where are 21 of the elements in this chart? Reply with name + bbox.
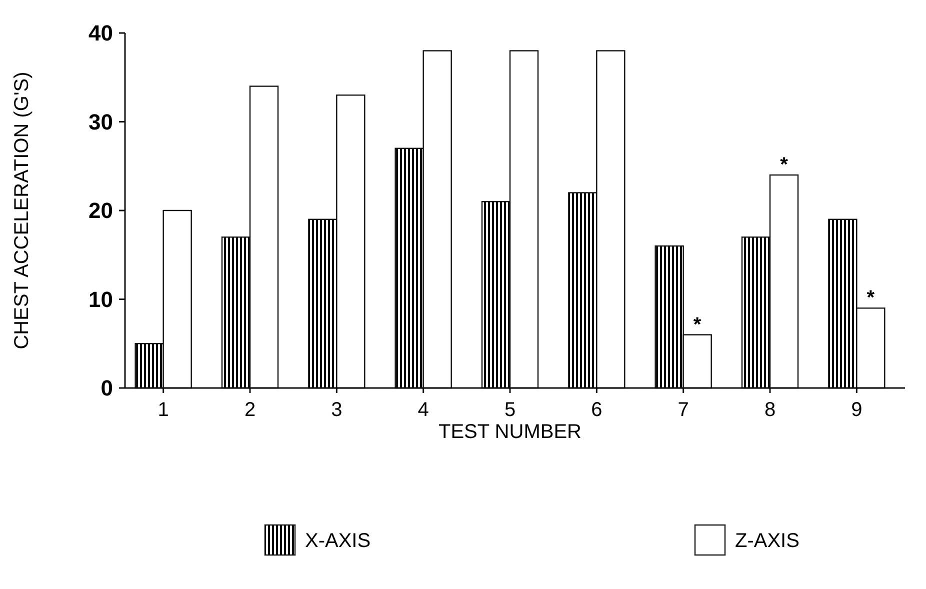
x-tick-label: 2 [244, 399, 256, 421]
legend-label: X-AXIS [305, 530, 371, 552]
annotation: * [780, 154, 788, 176]
x-tick-label: 3 [331, 399, 342, 421]
x-tick-label: 7 [678, 399, 689, 421]
y-axis-title: CHEST ACCELERATION (G'S) [11, 72, 33, 350]
y-tick-label: 40 [88, 20, 113, 46]
y-tick-label: 20 [88, 198, 113, 224]
annotation: * [866, 287, 875, 310]
y-tick-label: 30 [88, 109, 113, 134]
x-tick-label: 4 [418, 399, 429, 421]
x-tick-label: 8 [764, 399, 776, 421]
x-tick-label: 9 [851, 399, 862, 421]
x-tick-label: 1 [158, 399, 169, 421]
x-axis-title: TEST NUMBER [438, 421, 582, 443]
y-tick-label: 10 [88, 286, 113, 312]
legend-label: Z-AXIS [735, 530, 800, 552]
x-tick-label: 6 [591, 399, 602, 421]
x-tick-label: 5 [504, 399, 516, 421]
annotation: * [693, 314, 702, 336]
y-tick-label: 0 [100, 376, 113, 401]
